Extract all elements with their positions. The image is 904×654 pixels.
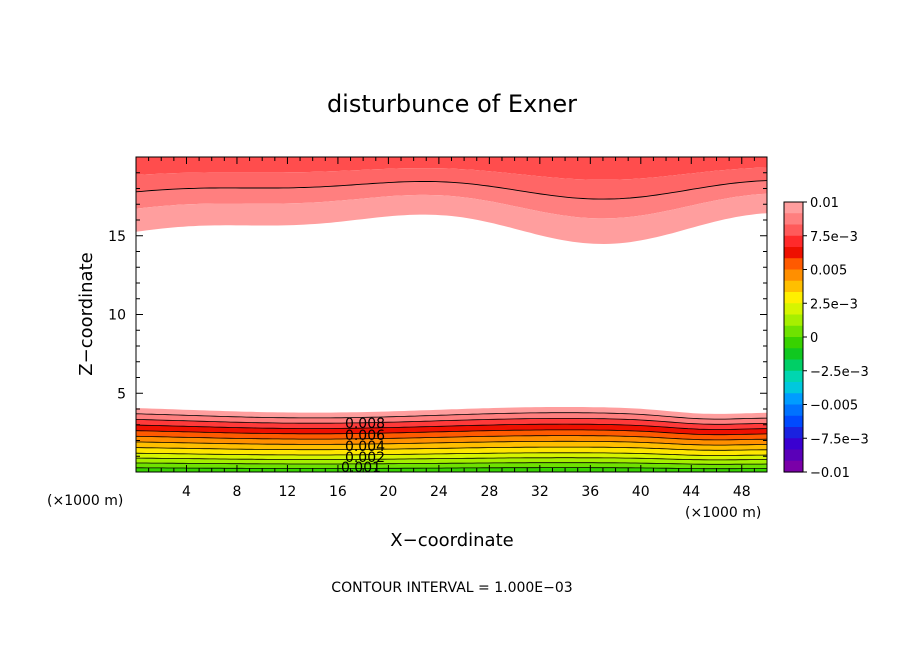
colorbar-tick-labels: 0.01 7.5e−3 0.005 2.5e−3 0 −2.5e−3 −0.005 −7.5e… bbox=[803, 196, 869, 481]
x-tick-label: 32 bbox=[531, 484, 549, 500]
x-tick-label: 8 bbox=[232, 484, 241, 500]
colorbar-swatch bbox=[784, 382, 803, 394]
contour-fill bbox=[136, 180, 767, 219]
axis-ticks bbox=[136, 157, 767, 472]
colorbar-tick-label: 7.5e−3 bbox=[810, 230, 858, 245]
contour-interval-note: CONTOUR INTERVAL = 1.000E−03 bbox=[331, 580, 572, 596]
contour-fill bbox=[136, 429, 767, 440]
contour-lines bbox=[136, 180, 767, 470]
x-tick-label: 36 bbox=[581, 484, 599, 500]
x-tick-label: 24 bbox=[430, 484, 448, 500]
contour-line bbox=[136, 423, 767, 430]
x-tick-label: 44 bbox=[682, 484, 700, 500]
colorbar-swatch bbox=[784, 292, 803, 304]
colorbar-swatch bbox=[784, 325, 803, 338]
contour-line bbox=[136, 418, 767, 425]
colorbar-tick-label: 0.005 bbox=[810, 264, 847, 279]
colorbar-tick-label: 0 bbox=[810, 331, 818, 346]
colorbar-swatch bbox=[784, 393, 803, 406]
contour-fill bbox=[136, 452, 767, 460]
colorbar-swatch bbox=[784, 438, 803, 451]
colorbar-swatch bbox=[784, 235, 803, 248]
colorbar-swatch bbox=[784, 303, 803, 316]
colorbar-swatch bbox=[784, 202, 803, 214]
y-tick-label: 10 bbox=[108, 308, 126, 324]
x-unit-left: (×1000 m) bbox=[47, 493, 123, 509]
x-tick-label: 4 bbox=[182, 484, 191, 500]
contour-line bbox=[136, 435, 767, 441]
x-tick-label: 48 bbox=[733, 484, 751, 500]
contour-line bbox=[136, 440, 767, 446]
colorbar-swatch bbox=[784, 258, 803, 271]
colorbar-swatch bbox=[784, 348, 803, 361]
plot-area: 0.008 0.006 0.004 0.002 0.001 bbox=[135, 156, 768, 476]
contour-label: 0.004 bbox=[345, 439, 385, 455]
contour-fill bbox=[136, 435, 767, 446]
colorbar-tick-label: −2.5e−3 bbox=[810, 365, 869, 380]
colorbar-tick-label: 2.5e−3 bbox=[810, 297, 858, 312]
contour-fill bbox=[136, 193, 767, 244]
y-tick-label: 5 bbox=[117, 386, 126, 402]
colorbar-swatch bbox=[784, 460, 803, 473]
contour-fill bbox=[136, 157, 767, 180]
colorbar-tick-label: −0.005 bbox=[810, 399, 858, 414]
colorbar-swatch bbox=[784, 370, 803, 383]
contour-line bbox=[136, 457, 767, 461]
contour-fill bbox=[136, 424, 767, 435]
colorbar-swatch bbox=[784, 213, 803, 226]
contour-labels: 0.008 0.006 0.004 0.002 0.001 bbox=[341, 416, 385, 476]
contour-fill bbox=[136, 418, 767, 430]
contour-label: 0.008 bbox=[345, 416, 385, 432]
contour-label: 0.001 bbox=[341, 460, 381, 476]
contour-fills bbox=[136, 157, 767, 472]
contour-line bbox=[136, 429, 767, 436]
y-axis-label: Z−coordinate bbox=[76, 252, 97, 375]
contour-label: 0.006 bbox=[345, 428, 385, 444]
colorbar bbox=[783, 201, 804, 473]
contour-line bbox=[136, 412, 767, 420]
contour-fill bbox=[136, 441, 767, 451]
x-unit-right: (×1000 m) bbox=[685, 505, 761, 521]
x-tick-label: 28 bbox=[480, 484, 498, 500]
y-tick-labels: 5 10 15 bbox=[108, 229, 126, 403]
y-tick-label: 15 bbox=[108, 229, 126, 245]
contour-fill bbox=[136, 447, 767, 456]
colorbar-swatch bbox=[784, 404, 803, 417]
colorbar-swatch bbox=[784, 314, 803, 327]
colorbar-swatch bbox=[784, 224, 803, 237]
colorbar-swatch bbox=[784, 359, 803, 372]
colorbar-swatch bbox=[784, 337, 803, 349]
x-axis-label: X−coordinate bbox=[390, 530, 513, 551]
x-tick-label: 20 bbox=[379, 484, 397, 500]
colorbar-swatch bbox=[784, 269, 803, 282]
colorbar-swatch bbox=[784, 427, 803, 439]
contour-fill bbox=[136, 407, 767, 420]
colorbar-tick-label: −0.01 bbox=[810, 466, 850, 481]
colorbar-swatch bbox=[784, 247, 803, 259]
colorbar-swatch bbox=[784, 449, 803, 462]
contour-line bbox=[136, 180, 767, 200]
colorbar-swatch bbox=[784, 280, 803, 293]
chart-title: disturbunce of Exner bbox=[327, 90, 577, 118]
contour-line bbox=[136, 446, 767, 451]
colorbar-tick-label: 0.01 bbox=[810, 196, 839, 211]
contour-fill bbox=[136, 412, 767, 425]
x-tick-label: 12 bbox=[279, 484, 297, 500]
x-tick-label: 16 bbox=[329, 484, 347, 500]
x-tick-labels: 4 8 12 16 20 24 28 32 36 40 44 48 bbox=[182, 484, 751, 500]
contour-line bbox=[136, 452, 767, 456]
colorbar-swatch bbox=[784, 415, 803, 428]
contour-fill bbox=[136, 167, 767, 200]
colorbar-tick-label: −7.5e−3 bbox=[810, 432, 869, 447]
contour-label: 0.002 bbox=[345, 450, 385, 466]
x-tick-label: 40 bbox=[632, 484, 650, 500]
contour-line bbox=[136, 462, 767, 465]
